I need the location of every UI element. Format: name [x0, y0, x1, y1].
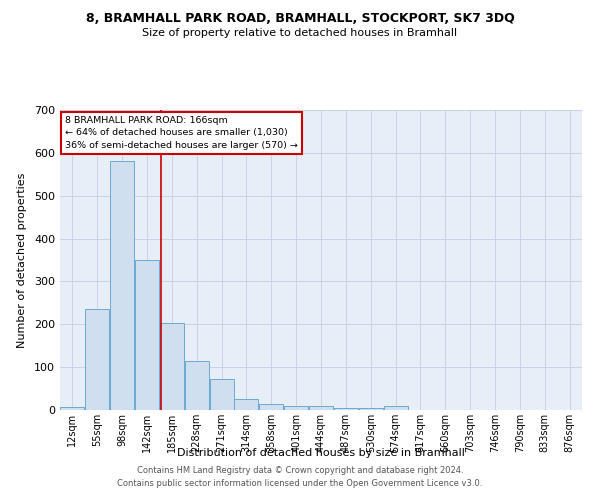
Bar [160, 323, 184, 410]
Bar [135, 260, 159, 410]
Text: Size of property relative to detached houses in Bramhall: Size of property relative to detached ho… [142, 28, 458, 38]
Bar [284, 406, 308, 410]
Bar [383, 406, 407, 410]
Bar [235, 400, 259, 410]
Bar [259, 404, 283, 410]
Text: 8, BRAMHALL PARK ROAD, BRAMHALL, STOCKPORT, SK7 3DQ: 8, BRAMHALL PARK ROAD, BRAMHALL, STOCKPO… [86, 12, 514, 26]
Bar [85, 310, 109, 410]
Text: Distribution of detached houses by size in Bramhall: Distribution of detached houses by size … [177, 448, 465, 458]
Y-axis label: Number of detached properties: Number of detached properties [17, 172, 27, 348]
Bar [185, 360, 209, 410]
Bar [309, 406, 333, 410]
Bar [61, 406, 85, 410]
Bar [359, 408, 383, 410]
Text: 8 BRAMHALL PARK ROAD: 166sqm
← 64% of detached houses are smaller (1,030)
36% of: 8 BRAMHALL PARK ROAD: 166sqm ← 64% of de… [65, 116, 298, 150]
Text: Contains HM Land Registry data © Crown copyright and database right 2024.
Contai: Contains HM Land Registry data © Crown c… [118, 466, 482, 487]
Bar [334, 408, 358, 410]
Bar [110, 162, 134, 410]
Bar [209, 379, 233, 410]
